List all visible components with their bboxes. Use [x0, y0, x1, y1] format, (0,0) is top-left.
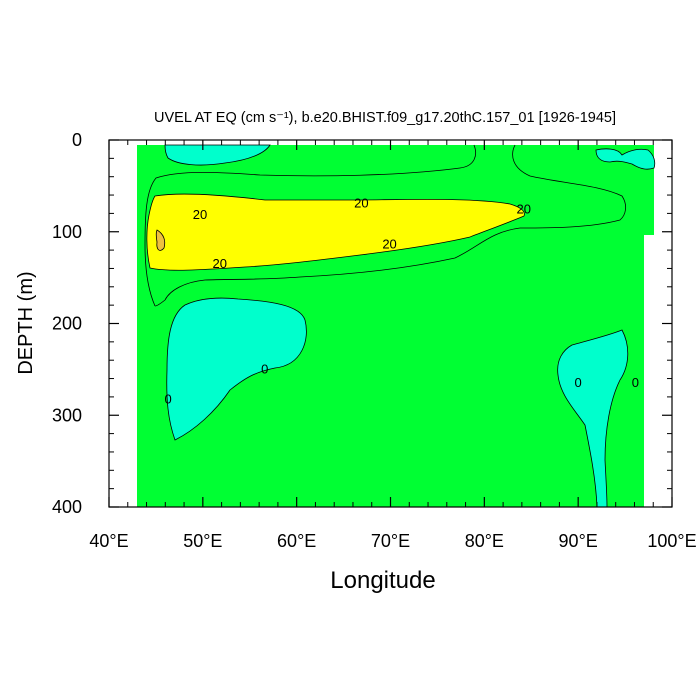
contour-labels: 20 20 20 20 20 0 0 0 0: [164, 195, 639, 407]
region-above-40: [155, 229, 166, 251]
x-tick-label: 70°E: [371, 531, 410, 551]
x-tick-label: 80°E: [465, 531, 504, 551]
y-tick-label: 200: [52, 314, 82, 334]
contour-label: 20: [212, 256, 226, 271]
contour-label: 20: [193, 207, 207, 222]
y-tick-label: 100: [52, 222, 82, 242]
x-tick-label: 60°E: [277, 531, 316, 551]
x-tick-label: 90°E: [559, 531, 598, 551]
x-axis-title: Longitude: [330, 567, 435, 594]
x-tick-label: 40°E: [89, 531, 128, 551]
contour-label: 20: [517, 202, 531, 217]
contour-label: 0: [261, 361, 268, 376]
x-tick-label: 100°E: [647, 531, 696, 551]
chart-title: UVEL AT EQ (cm s⁻¹), b.e20.BHIST.f09_g17…: [154, 110, 616, 126]
y-tick-label: 0: [72, 130, 82, 150]
y-tick-label: 300: [52, 405, 82, 425]
y-axis-title: DEPTH (m): [15, 271, 37, 374]
region-negative-east-surface: [595, 148, 656, 170]
region-negative-east-deep: [557, 329, 629, 508]
contour-label: 20: [354, 195, 368, 210]
contour-label: 0: [575, 375, 582, 390]
region-negative-west-deep: [166, 297, 307, 441]
contour-label: 20: [382, 237, 396, 252]
plot-area: [137, 144, 656, 508]
axes: 40°E 50°E 60°E 70°E 80°E 90°E 100°E01002003004…: [52, 130, 697, 551]
contour-line-0-jet: [144, 144, 626, 307]
region-20-to-40: [146, 193, 525, 271]
contour-label: 0: [164, 392, 171, 407]
y-tick-label: 400: [52, 497, 82, 517]
x-tick-label: 50°E: [183, 531, 222, 551]
contour-label: 0: [632, 375, 639, 390]
axis-ticks: 40°E 50°E 60°E 70°E 80°E 90°E 100°E01002003004…: [52, 130, 697, 551]
region-negative-west-surface: [164, 144, 271, 166]
